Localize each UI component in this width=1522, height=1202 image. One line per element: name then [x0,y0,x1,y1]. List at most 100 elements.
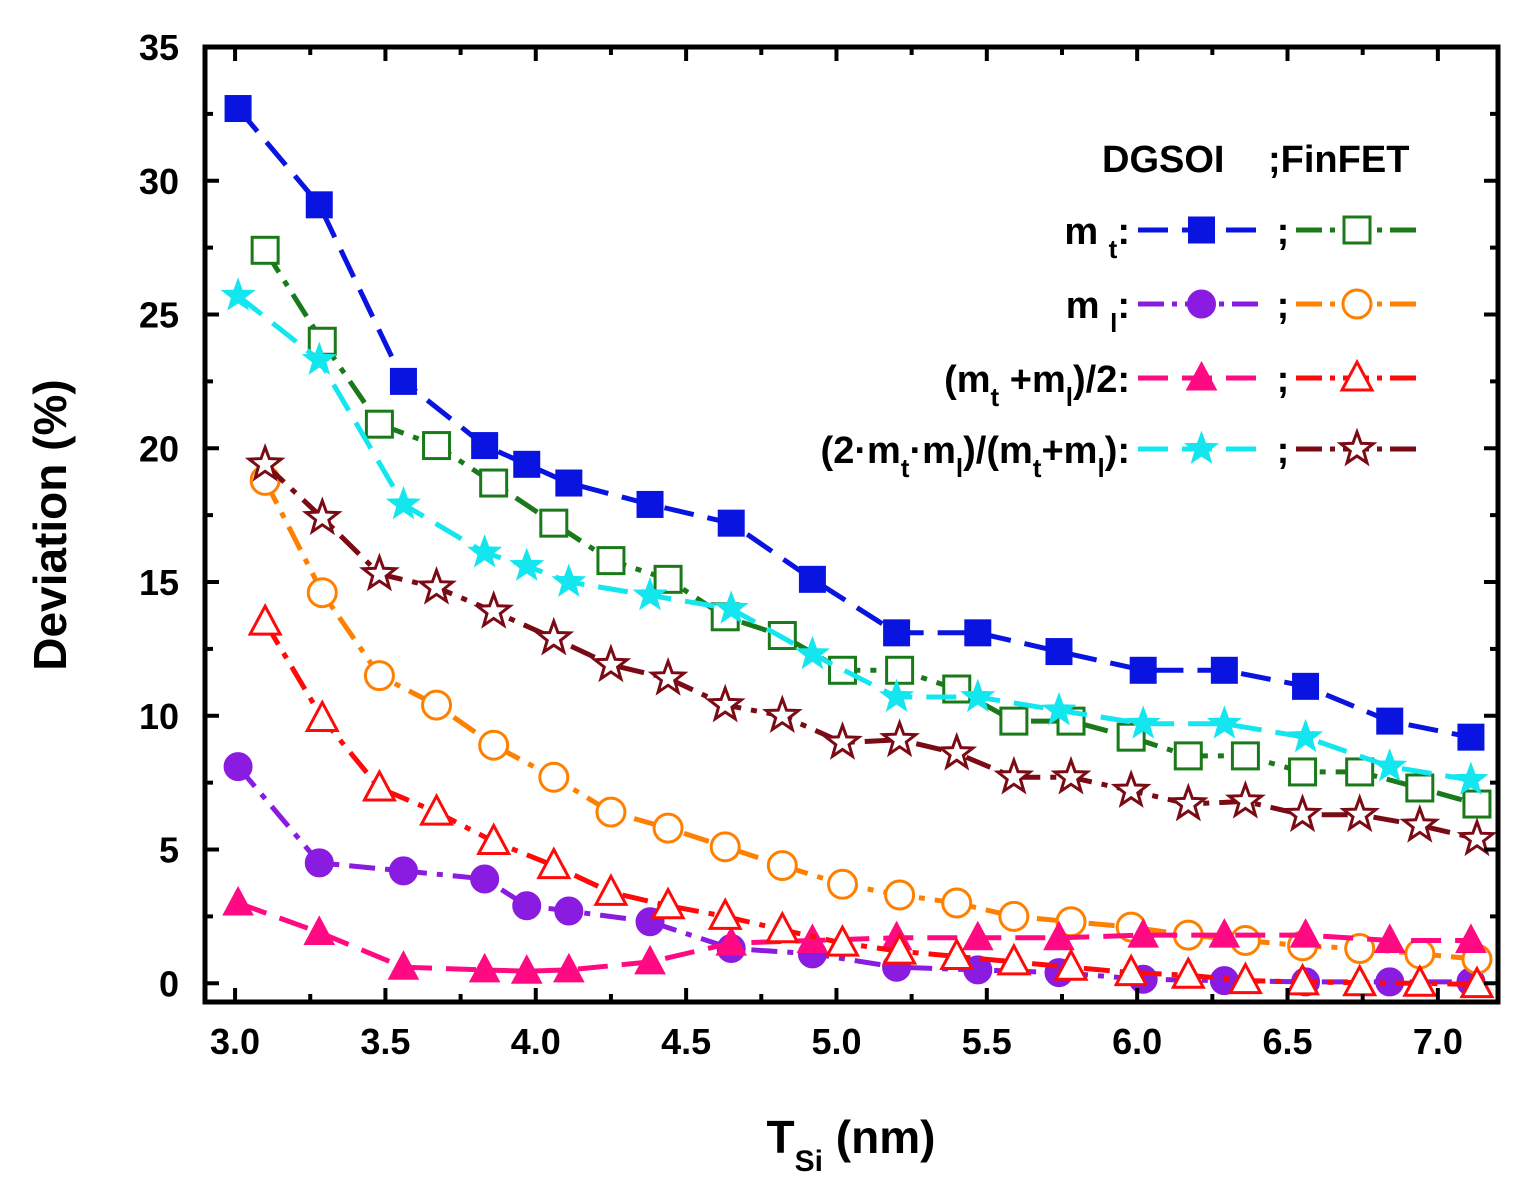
data-point-square [1129,656,1157,684]
legend-label-part: (2·m [821,430,901,472]
data-point-square [1345,757,1375,787]
data-point-star [647,656,689,696]
data-point-triangle [419,792,455,826]
legend-key-finfet-2-m-t-m-l-m-t-m-l [1296,427,1418,467]
data-point-circle [304,848,334,878]
data-point-star [794,635,830,670]
x-tick-label: 5.0 [811,1021,861,1062]
data-point-square [798,565,826,593]
data-point-star [713,590,749,624]
data-point-star [385,485,421,520]
data-point-circle [306,577,338,609]
data-point-star [1399,803,1441,843]
data-point-circle [363,660,395,692]
data-point-triangle [1373,923,1406,953]
data-point-star [704,683,746,723]
data-point-star [632,576,668,611]
data-point-star [551,563,587,597]
data-point-square [885,655,915,685]
data-point-square [555,469,583,497]
data-point-square [305,191,333,219]
legend-marker-star [1183,430,1220,464]
data-point-star [1453,761,1489,795]
legend-marker-triangle [1339,358,1375,392]
legend-separator: ; [1277,430,1290,472]
data-point-square [964,619,992,647]
data-point-square [1288,757,1318,787]
data-point-triangle [961,920,994,951]
series-dgsoi-2-m-t-m-l-m-t-m-l [220,277,1489,795]
data-point-star [301,341,337,375]
legend-label-part: : [1117,285,1130,327]
legend-label-part: ): [1105,430,1130,472]
data-point-star [822,721,863,760]
data-point-star [244,442,286,482]
y-axis-title: Deviation (%) [24,379,76,670]
data-point-triangle [1208,918,1241,948]
legend-label-subscript: l [956,453,963,483]
x-tick-label: 6.0 [1112,1021,1162,1062]
data-point-star [1372,748,1408,782]
data-point-triangle [1227,961,1263,995]
data-point-star [1041,691,1077,726]
series-dgsoi-m-t [224,95,1485,751]
data-point-star [1288,718,1324,753]
data-point-star [960,678,996,712]
x-axis-title-main: T [767,1111,795,1163]
data-point-square [1292,672,1320,700]
data-point-star [762,694,803,734]
data-point-star [467,534,503,568]
data-point-circle [998,900,1030,932]
legend-label-subscript: l [1066,382,1073,412]
legend-marker-triangle [1185,360,1218,391]
legend-key-dgsoi-2-m-t-m-l-m-t-m-l [1138,430,1265,464]
data-point-triangle [650,886,686,920]
series-line [262,479,1478,962]
data-point-triangle [715,926,748,956]
x-tick-label: 4.5 [661,1021,711,1062]
data-point-star [879,718,920,758]
data-point-square [1457,723,1485,751]
series-line [262,620,1478,988]
y-tick-label: 30 [139,161,179,202]
legend-key-dgsoi-m-t [1138,216,1265,244]
x-axis-title-unit: (nm) [823,1111,935,1163]
data-point-star [509,547,545,581]
data-point-square [1462,789,1492,819]
data-point-triangle [1285,962,1321,996]
legend-key-dgsoi-m-l [1138,289,1265,319]
data-point-triangle [1043,920,1075,951]
data-point-star [533,616,575,656]
data-point-triangle [468,952,501,983]
legend-marker-circle [1341,288,1373,320]
data-point-square [479,468,509,498]
y-tick-label: 15 [139,562,179,603]
data-point-circle [709,831,741,863]
data-point-star [359,552,400,592]
y-tick-label: 10 [139,696,179,737]
data-point-star [1282,793,1323,833]
y-tick-label: 35 [139,27,179,68]
data-point-square [717,509,745,537]
data-point-triangle [996,942,1032,976]
legend-label-subscript: t [991,382,1000,412]
tick-layer: 3.0 3.5 4.0 4.5 5.0 5.5 6.0 6.5 7.0 0 5 10 15 20 25 30 3… [139,27,1498,1062]
data-point-square [250,235,280,265]
data-point-circle [826,868,858,900]
legend-label-row-3: (mt +ml)/2: [944,359,1130,412]
legend-key-finfet-m-t [1296,215,1418,245]
series-finfet-m-t-m-l-2 [247,602,1495,999]
legend-key-finfet-m-l [1296,288,1418,320]
data-point-triangle [222,885,254,916]
legend-separator: ; [1277,285,1290,327]
legend-label-row-4: (2·mt·ml)/(mt+ml): [821,430,1130,483]
legend-label-part: : [1117,211,1130,253]
data-point-triangle [553,952,585,983]
data-point-circle [223,752,253,782]
legend-key-dgsoi-m-t-m-l-2 [1138,360,1265,391]
data-point-circle [478,729,510,761]
series-line [236,106,1472,740]
legend-label-part: +m [1041,430,1097,472]
data-point-star [1339,793,1380,833]
